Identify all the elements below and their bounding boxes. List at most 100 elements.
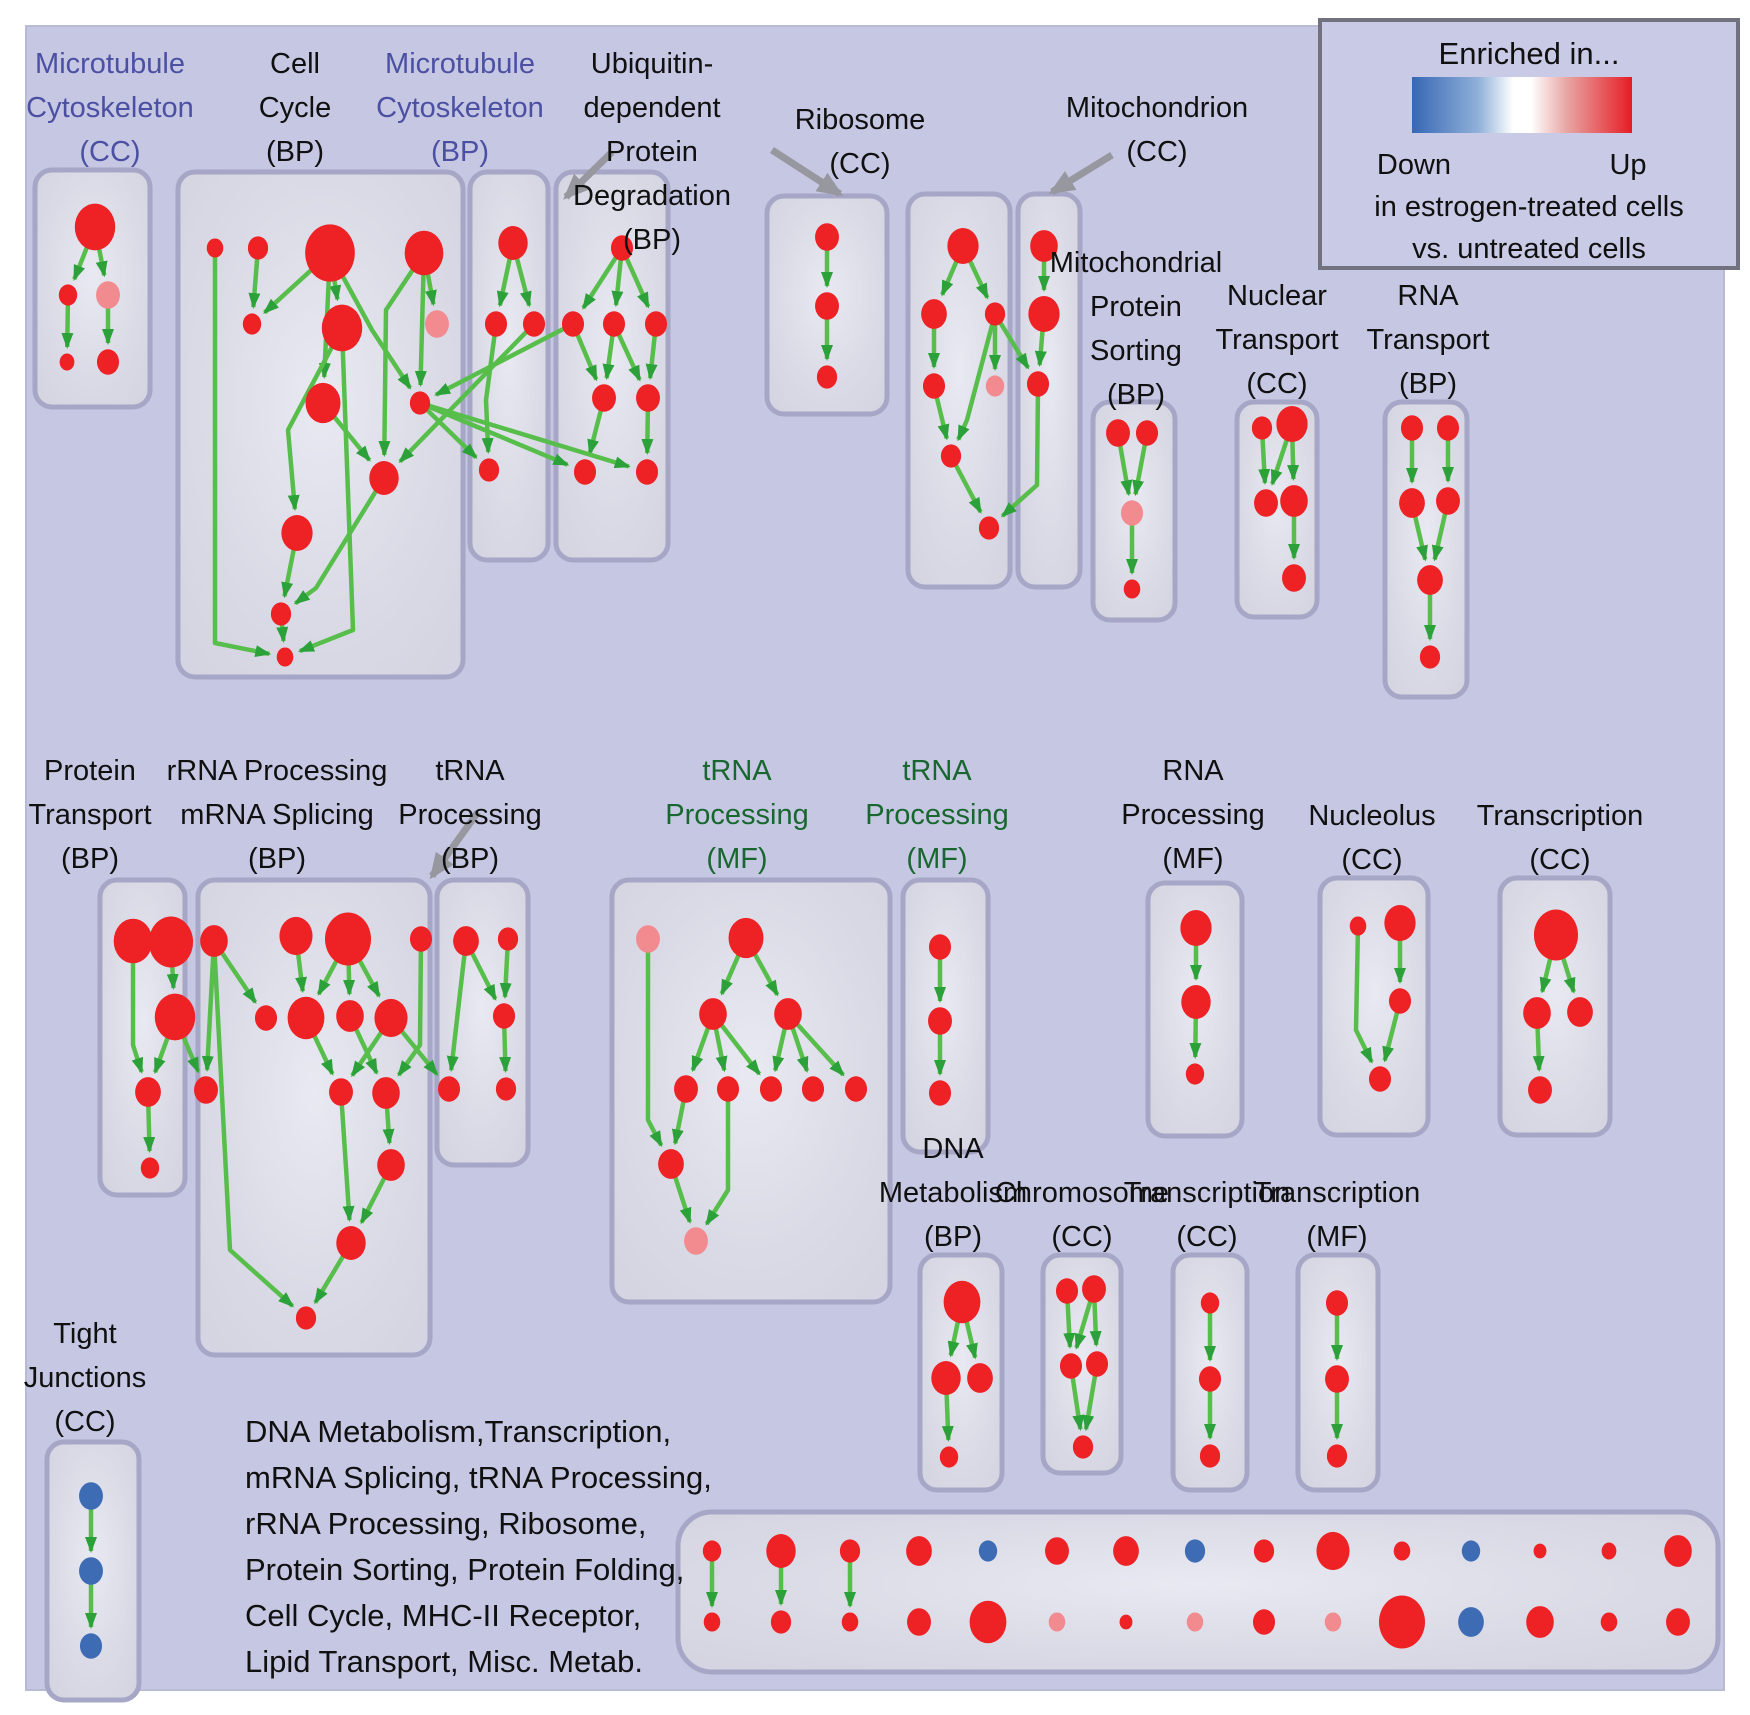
cluster-label-4-line-5: (BP) — [623, 224, 681, 256]
cluster-box-rrna — [195, 877, 433, 1358]
go-term-node-tight_junc-tj3 — [79, 1633, 103, 1659]
go-term-node-mt_cc-D — [59, 353, 75, 371]
cross-edge-mt_bp.mt3-cell_cycle.c10 — [398, 322, 536, 464]
go-term-node-rrna-r10 — [372, 1077, 400, 1109]
go-term-node-trna_mf_big-b3 — [759, 1076, 783, 1102]
label-pointer-arrow-1 — [563, 149, 615, 200]
go-term-node-cell_cycle-c4 — [404, 230, 444, 276]
go-term-node-trna_bp-t2 — [497, 927, 519, 951]
go-term-node-ubi_a-a8 — [635, 459, 659, 485]
cluster-label-11-line-1: rRNA Processing — [167, 755, 388, 787]
cluster-label-4-line-2: dependent — [583, 92, 720, 124]
cluster-label-2-line-1: Cell — [270, 48, 320, 80]
go-term-node-prot_trans-p2 — [148, 916, 194, 968]
cluster-label-4-line-3: Protein — [606, 136, 698, 168]
go-term-node-misc_box-bb10 — [1324, 1612, 1342, 1632]
go-term-node-prot_trans-p1 — [113, 918, 153, 964]
go-term-node-chromosome-h5 — [1072, 1435, 1094, 1459]
go-term-node-ubi_b-ub1 — [815, 223, 839, 251]
misc-categories-line-3: rRNA Processing, Ribosome, — [245, 1506, 646, 1541]
go-term-node-trna_mf_big-m6 — [684, 1227, 708, 1255]
go-term-node-rrna-r8 — [374, 998, 408, 1038]
go-term-node-trna_mf_big-m5 — [658, 1149, 684, 1179]
go-term-node-transcr_cc2-v2 — [1523, 997, 1551, 1029]
go-term-node-chromosome-h1 — [1055, 1278, 1079, 1304]
go-term-node-dna_met-d2 — [931, 1361, 961, 1395]
edge-ribosome-rb3-rb6 — [956, 313, 998, 442]
go-term-node-trna_bp-t1 — [453, 926, 479, 956]
go-term-node-rrna-r2 — [279, 916, 313, 956]
go-term-node-trna_mf_big-b1 — [674, 1075, 698, 1103]
go-term-node-misc_box-bt5 — [978, 1540, 998, 1562]
edge-cell_cycle-c4-c10 — [378, 251, 426, 458]
go-term-node-mito_sort-ms1 — [1106, 419, 1130, 447]
go-term-node-mt_cc-A — [74, 203, 116, 251]
cluster-label-13-line-1: tRNA — [702, 755, 772, 787]
edge-cell_cycle-c1-c13 — [212, 248, 272, 657]
annotation-arrows-layer — [429, 147, 1114, 880]
legend-gradient-bar — [1412, 77, 1632, 133]
cluster-label-14-line-1: tRNA — [902, 755, 972, 787]
go-term-node-transcr_cc3-w1 — [1200, 1292, 1220, 1314]
go-term-node-nuc_trans-nt2 — [1276, 405, 1308, 443]
cluster-label-16-line-1: Nucleolus — [1308, 800, 1435, 832]
cluster-label-22-line-3: (CC) — [54, 1406, 115, 1438]
network-nodes-layer — [58, 203, 1692, 1659]
cluster-label-7-line-4: (BP) — [1107, 379, 1165, 411]
go-term-node-nucleolus-u1 — [1349, 916, 1367, 936]
go-term-node-misc_box-bt2 — [766, 1534, 796, 1568]
go-term-node-transcr_cc2-v3 — [1567, 997, 1593, 1027]
go-term-node-mt_cc-E — [96, 349, 120, 375]
go-term-node-rrna-r9 — [329, 1078, 353, 1106]
cross-edge-mito.mi3-ribosome.rb7 — [1000, 383, 1041, 518]
cluster-label-22-line-1: Tight — [53, 1318, 116, 1350]
go-term-node-transcr_cc3-w2 — [1198, 1366, 1222, 1392]
cluster-box-transcr_cc2 — [1497, 875, 1613, 1138]
go-term-node-ribosome-rb2 — [921, 299, 947, 329]
go-term-node-chromosome-h4 — [1085, 1351, 1109, 1377]
cluster-label-3-line-3: (BP) — [431, 136, 489, 168]
cluster-label-2-line-3: (BP) — [266, 136, 324, 168]
go-term-node-chromosome-h3 — [1059, 1353, 1083, 1379]
go-term-node-ubi_a-a1 — [610, 235, 634, 261]
go-term-node-misc_box-bt15 — [1664, 1535, 1692, 1567]
go-term-node-dna_met-d3 — [967, 1363, 993, 1393]
cluster-label-13-line-2: Processing — [665, 799, 808, 831]
go-term-node-misc_box-bb8 — [1186, 1612, 1204, 1632]
cluster-label-9-line-2: Transport — [1366, 324, 1489, 356]
go-term-node-cell_cycle-c9 — [305, 382, 341, 424]
go-term-node-trna_bp-t4 — [495, 1077, 517, 1101]
cluster-label-20-line-1: Transcription — [1124, 1177, 1291, 1209]
go-term-node-ubi_a-a7 — [573, 459, 597, 485]
go-term-node-mito-mi2 — [1028, 295, 1060, 333]
misc-text-layer: DNA Metabolism,Transcription, mRNA Splici… — [245, 1414, 712, 1679]
go-term-node-mt_bp-mt3 — [522, 311, 546, 337]
go-term-node-cell_cycle-c8 — [409, 391, 431, 415]
cluster-label-12-line-2: Processing — [398, 799, 541, 831]
go-term-node-trna_mf_big-m4 — [774, 998, 802, 1030]
cluster-label-21-line-1: Transcription — [1254, 1177, 1421, 1209]
go-term-node-misc_box-bb3 — [841, 1612, 859, 1632]
go-term-node-mt_bp-mt4 — [478, 458, 500, 482]
go-term-node-tight_junc-tj2 — [79, 1557, 103, 1585]
edge-trna_mf_big-m1-m5 — [645, 939, 664, 1148]
go-term-node-trna_mf_big-m3 — [699, 998, 727, 1030]
go-term-node-misc_box-bb9 — [1252, 1609, 1276, 1635]
edge-trna_mf_big-b2-m6 — [704, 1089, 731, 1226]
go-term-node-chromosome-h2 — [1082, 1275, 1106, 1303]
legend-caption-line1: in estrogen-treated cells — [1374, 191, 1684, 223]
go-term-node-trna_bp-t5 — [492, 1003, 516, 1029]
cluster-label-4-line-1: Ubiquitin- — [591, 48, 714, 80]
edge-mt_bp-mt2-mt4 — [481, 323, 499, 455]
cluster-label-22-line-2: Junctions — [24, 1362, 147, 1394]
go-term-node-misc_box-bt14 — [1601, 1542, 1617, 1560]
edge-cell_cycle-c3-c8 — [328, 251, 412, 390]
go-term-node-cell_cycle-c2 — [247, 236, 269, 260]
cluster-label-19-line-2: (CC) — [1051, 1221, 1112, 1253]
cluster-label-11-line-2: mRNA Splicing — [180, 799, 373, 831]
go-term-node-misc_box-bb14 — [1600, 1612, 1618, 1632]
go-term-node-rna_trans-rt3 — [1399, 488, 1425, 518]
go-term-node-misc_box-bb11 — [1379, 1595, 1425, 1649]
go-term-node-ubi_a-a6 — [636, 384, 660, 412]
go-term-node-mito-mi1 — [1030, 230, 1058, 262]
